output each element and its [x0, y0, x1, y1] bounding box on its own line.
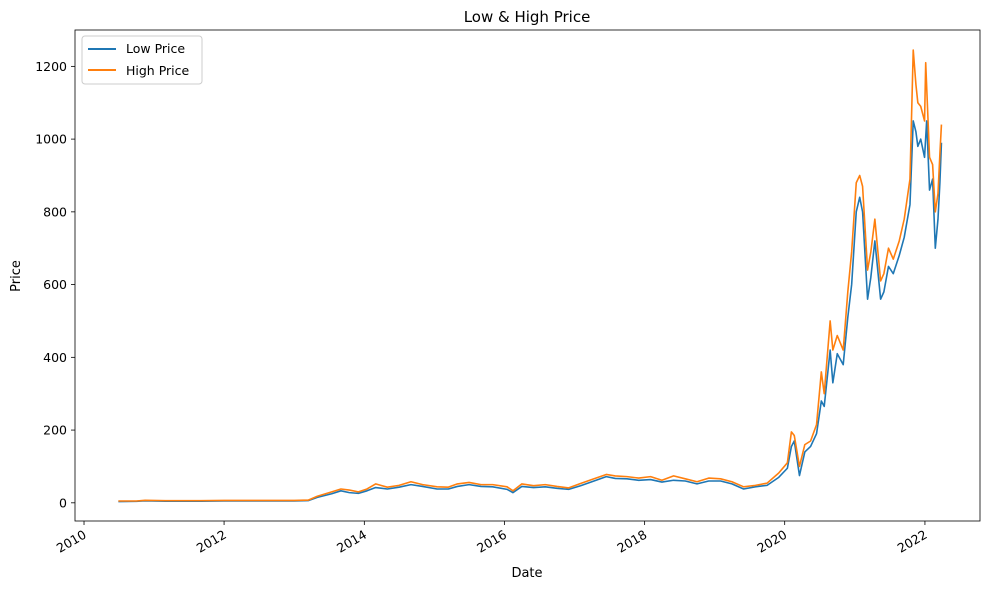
y-tick-label: 1000 — [35, 132, 67, 147]
legend-label-low-price: Low Price — [126, 41, 185, 56]
chart-title: Low & High Price — [464, 8, 591, 26]
y-tick-label: 200 — [43, 423, 67, 438]
plot-frame — [74, 29, 981, 522]
legend-label-high-price: High Price — [126, 63, 190, 78]
y-tick-label: 800 — [43, 204, 67, 219]
legend: Low Price High Price — [81, 35, 203, 85]
y-tick-label: 600 — [43, 277, 67, 292]
series-line-low-price — [118, 120, 943, 503]
y-tick-label: 1200 — [35, 59, 67, 74]
x-axis-label: Date — [511, 566, 542, 581]
y-axis: 0 200 400 600 800 1000 1200 — [35, 59, 75, 510]
y-tick-label: 400 — [43, 350, 67, 365]
y-axis-label: Price — [9, 260, 24, 292]
series-line-high-price — [118, 49, 943, 502]
y-tick-label: 0 — [59, 495, 67, 510]
series-layer — [118, 49, 943, 503]
plot-area — [118, 49, 943, 503]
